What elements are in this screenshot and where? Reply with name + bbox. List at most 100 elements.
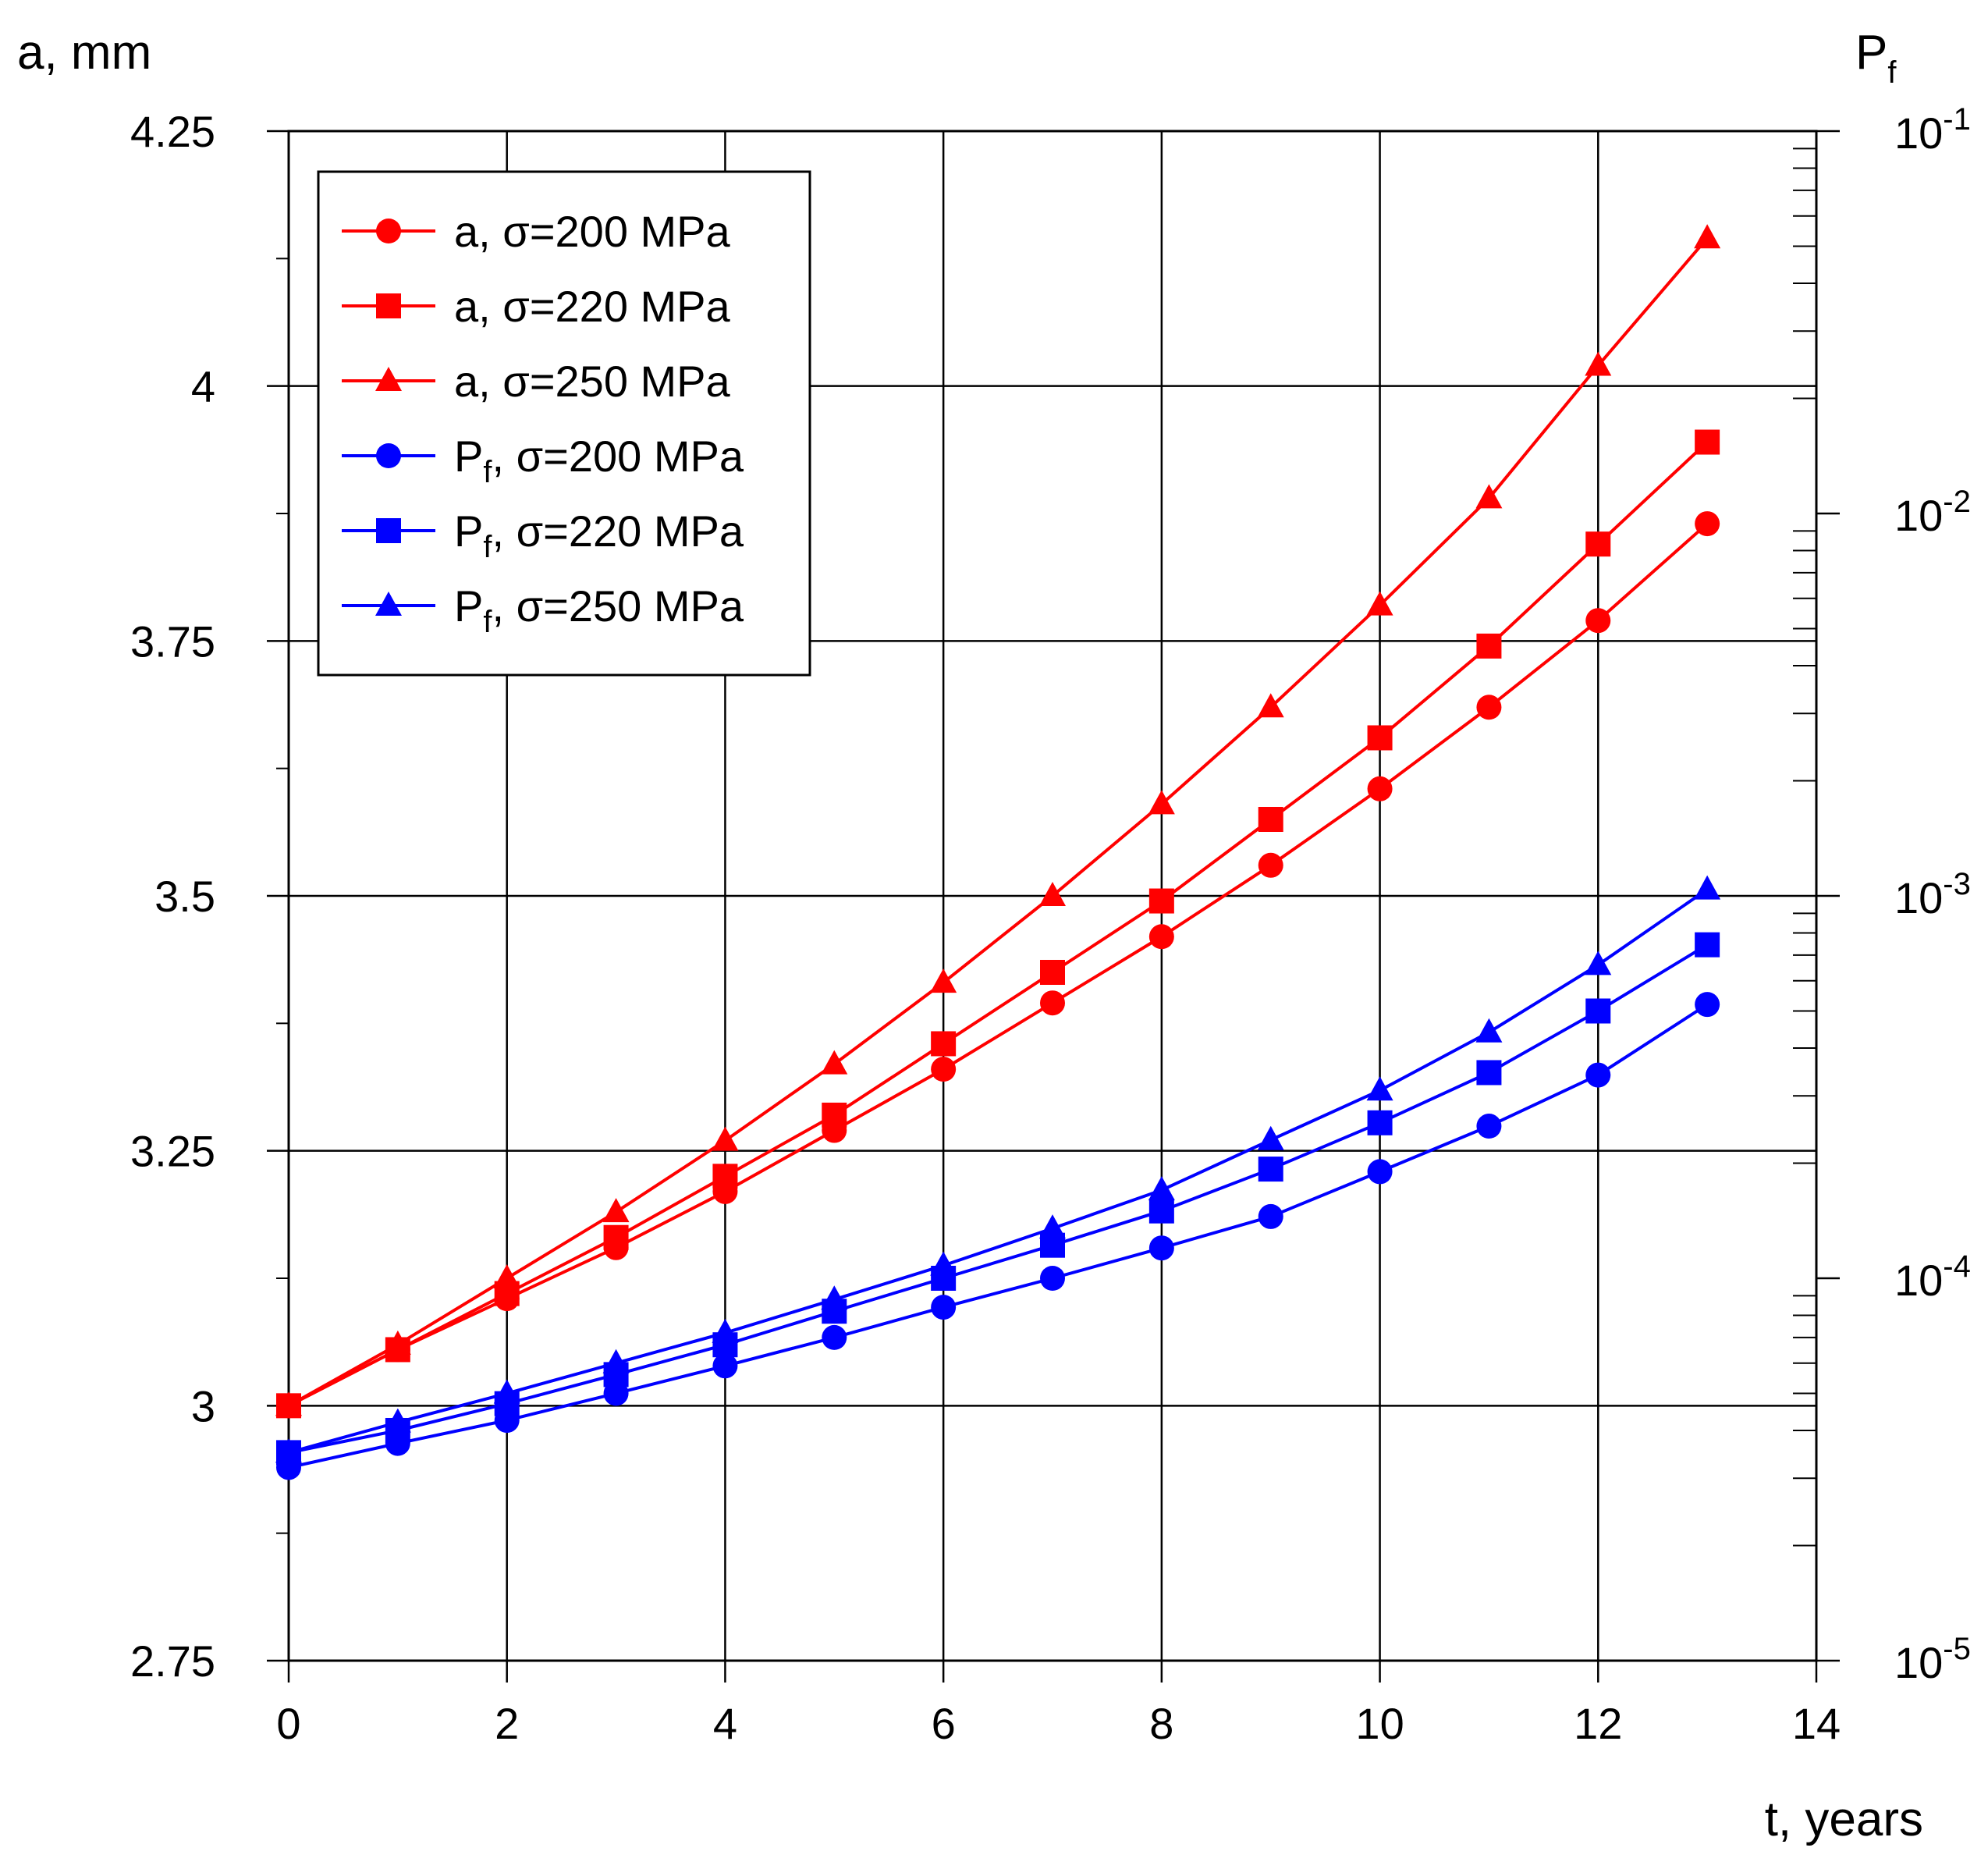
series-line: [288, 888, 1709, 1455]
legend-label-main: a,: [454, 282, 491, 331]
y-left-tick-label: 3.5: [154, 872, 215, 921]
y-left-tick-label: 3: [191, 1381, 215, 1430]
y-right-tick-labels: 10-510-410-310-210-1: [1894, 102, 1971, 1687]
y-right-tick-label: 10-3: [1894, 867, 1971, 922]
data-point: [1148, 790, 1175, 815]
series-line: [288, 522, 1709, 1408]
legend-label: a, σ=250 MPa: [454, 357, 731, 406]
legend-label-sigma: σ=250 MPa: [491, 357, 731, 406]
data-point: [275, 1391, 302, 1416]
data-point: [1258, 852, 1283, 878]
data-point: [1148, 1198, 1174, 1224]
y-right-tick-base: 10: [1894, 1638, 1943, 1687]
y-right-tick-exponent: -2: [1943, 485, 1971, 519]
y-right-label-base: P: [1855, 26, 1887, 80]
data-point: [1258, 807, 1283, 832]
data-point: [1585, 531, 1611, 557]
data-point: [1695, 932, 1720, 958]
data-point: [1039, 882, 1066, 906]
y-right-label-sub: f: [1887, 55, 1897, 90]
data-point: [1367, 725, 1393, 751]
y-right-tick-base: 10: [1894, 1256, 1943, 1305]
data-point: [1366, 591, 1393, 616]
series-5: [275, 875, 1721, 1463]
y-right-axis-label: Pf: [1855, 26, 1897, 90]
data-point: [1366, 1076, 1393, 1101]
series-line: [288, 943, 1709, 1455]
data-point: [931, 1295, 957, 1320]
legend-label: Pf, σ=200 MPa: [454, 432, 744, 489]
data-point: [1585, 608, 1611, 634]
legend-label-sub: f: [483, 455, 492, 489]
data-point: [1585, 998, 1611, 1024]
data-point: [602, 1198, 630, 1223]
legend-label-main: a,: [454, 357, 491, 406]
legend-label-sigma: σ=200 MPa: [504, 432, 744, 481]
data-point: [821, 1285, 848, 1310]
data-point: [1476, 1114, 1502, 1139]
x-tick-label: 0: [276, 1699, 300, 1748]
data-point: [493, 1379, 520, 1404]
legend-label-sigma: σ=200 MPa: [491, 207, 731, 256]
y-left-tick-label: 4.25: [130, 107, 215, 156]
y-right-tick-base: 10: [1894, 873, 1943, 922]
y-right-tick-label: 10-4: [1894, 1249, 1971, 1305]
legend-marker: [376, 443, 401, 468]
data-point: [1694, 224, 1721, 249]
legend-marker: [376, 219, 401, 243]
y-right-tick-exponent: -3: [1943, 867, 1971, 901]
data-point: [1039, 1214, 1066, 1239]
legend-label-sub: f: [483, 530, 492, 564]
legend-label-main: a,: [454, 207, 491, 256]
data-point: [1040, 960, 1065, 985]
series-3: [276, 992, 1720, 1480]
data-point: [1040, 990, 1065, 1016]
legend-marker: [375, 367, 402, 391]
data-point: [1148, 1176, 1175, 1201]
data-point: [1040, 1266, 1065, 1291]
data-point: [1695, 992, 1720, 1018]
legend-label: a, σ=200 MPa: [454, 207, 731, 256]
legend-label-comma: ,: [492, 581, 504, 631]
data-point: [930, 968, 957, 993]
legend-label-sigma: σ=250 MPa: [504, 581, 744, 631]
series-4: [276, 932, 1720, 1466]
data-point: [1367, 1110, 1393, 1135]
data-point: [1476, 633, 1502, 659]
data-point: [1476, 695, 1502, 720]
data-point: [384, 1330, 411, 1355]
x-axis-label: t, years: [1765, 1793, 1923, 1846]
series-line: [288, 441, 1709, 1408]
data-point: [493, 1264, 520, 1288]
data-point: [1148, 1235, 1174, 1261]
data-point: [602, 1349, 630, 1373]
y-right-tick-label: 10-2: [1894, 485, 1971, 540]
legend-label-comma: ,: [492, 506, 504, 556]
legend-marker: [376, 293, 401, 318]
data-point: [930, 1251, 957, 1276]
legend-label-main: P: [454, 581, 483, 631]
legend-box: [317, 170, 811, 677]
y-left-axis-label: a, mm: [17, 26, 151, 80]
data-point: [384, 1408, 411, 1433]
x-tick-label: 4: [713, 1699, 737, 1748]
x-tick-label: 10: [1355, 1699, 1404, 1748]
data-point: [1695, 429, 1720, 455]
series-1: [276, 429, 1720, 1419]
x-tick-label: 2: [495, 1699, 519, 1748]
data-point: [712, 1164, 738, 1189]
y-left-tick-label: 2.75: [130, 1636, 215, 1686]
x-tick-label: 12: [1574, 1699, 1622, 1748]
y-right-tick-exponent: -4: [1943, 1249, 1971, 1284]
legend-label: Pf, σ=220 MPa: [454, 506, 744, 564]
data-point: [821, 1050, 848, 1075]
data-point: [1475, 484, 1503, 509]
data-point: [1257, 1125, 1284, 1150]
legend-label-main: P: [454, 432, 483, 481]
data-point: [822, 1102, 847, 1128]
data-point: [1257, 693, 1284, 718]
legend-label: a, σ=220 MPa: [454, 282, 731, 331]
legend-label-sigma: σ=220 MPa: [504, 506, 744, 556]
data-point: [1585, 351, 1612, 376]
